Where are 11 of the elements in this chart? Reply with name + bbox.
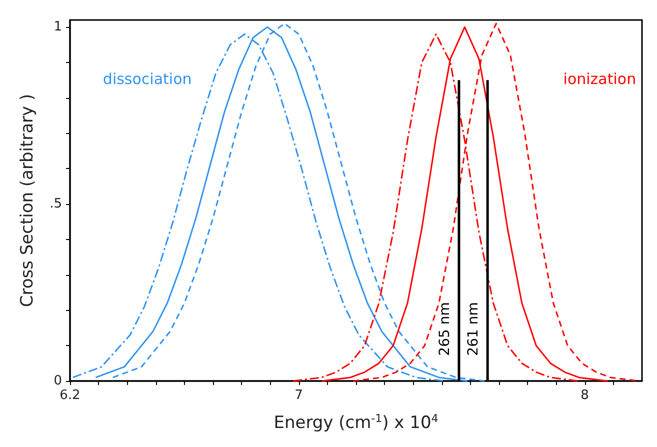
- x-tick-label: 8: [580, 388, 589, 403]
- text: 261 nm: [466, 302, 482, 356]
- y-tick-label: 1: [54, 20, 62, 35]
- y-tick-label: .5: [50, 196, 62, 212]
- y-tick-label: 0: [54, 374, 62, 388]
- text: ionization: [563, 70, 636, 88]
- text: 265 nm: [436, 302, 453, 356]
- y-axis-title: Cross Section (arbitrary ): [18, 94, 38, 308]
- x-tick-label: 7: [294, 388, 303, 403]
- text: dissociation: [102, 70, 192, 88]
- x-tick-label: 6.2: [60, 388, 80, 403]
